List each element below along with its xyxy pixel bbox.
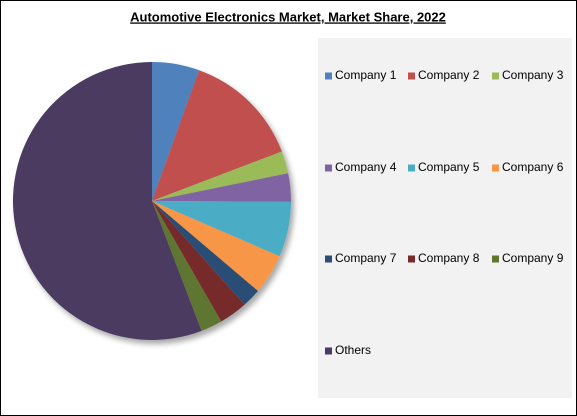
legend-label: Company 4 xyxy=(335,160,397,174)
legend-label: Company 2 xyxy=(418,68,480,82)
legend-label: Company 8 xyxy=(418,251,480,265)
legend-label: Company 1 xyxy=(335,68,397,82)
legend-label: Company 5 xyxy=(418,160,480,174)
legend-label: Company 6 xyxy=(502,160,564,174)
pie xyxy=(13,62,291,340)
legend-box xyxy=(318,38,572,398)
pie-slice xyxy=(152,201,280,291)
pie-slice xyxy=(152,201,222,331)
pie-slice xyxy=(152,201,245,322)
pie-slice xyxy=(13,62,202,340)
pie-slice xyxy=(152,201,291,257)
legend-swatch xyxy=(492,255,499,263)
legend-label: Others xyxy=(335,343,371,357)
pie-slice xyxy=(152,151,289,201)
pie-slice xyxy=(152,201,258,305)
legend-swatch xyxy=(492,164,499,172)
legend-swatch xyxy=(325,164,332,172)
pie-slice xyxy=(152,70,282,201)
legend-label: Company 9 xyxy=(502,251,564,265)
pie-slice xyxy=(152,62,200,201)
legend-swatch xyxy=(408,72,415,80)
legend-swatch xyxy=(325,72,332,80)
pie-slice xyxy=(152,173,291,202)
legend-swatch xyxy=(325,255,332,263)
legend-label: Company 7 xyxy=(335,251,397,265)
legend-swatch xyxy=(325,347,332,355)
legend-label: Company 3 xyxy=(502,68,564,82)
legend-swatch xyxy=(408,164,415,172)
legend-swatch xyxy=(492,72,499,80)
chart-title: Automotive Electronics Market, Market Sh… xyxy=(130,9,446,24)
legend-swatch xyxy=(408,255,415,263)
